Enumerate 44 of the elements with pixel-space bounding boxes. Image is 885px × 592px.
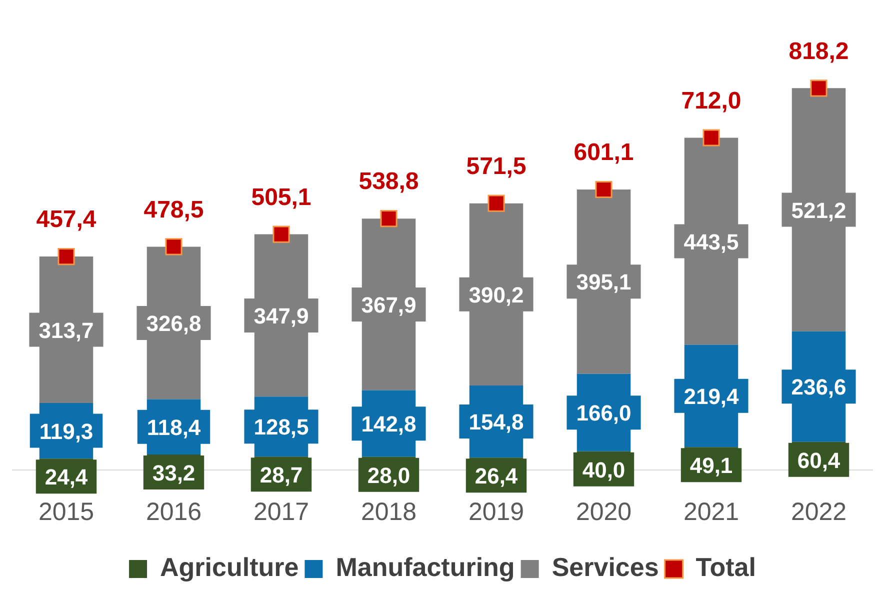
legend-label: Agriculture xyxy=(160,552,299,582)
data-label: 457,4 xyxy=(36,206,97,234)
x-tick-label: 2015 xyxy=(38,498,94,526)
data-label: 443,5 xyxy=(684,229,739,254)
x-tick-label: 2022 xyxy=(790,498,847,526)
data-label: 49,1 xyxy=(690,453,733,478)
data-label: 478,5 xyxy=(144,196,204,224)
legend-label: Manufacturing xyxy=(336,552,515,582)
data-label: 28,7 xyxy=(260,462,303,488)
data-label: 347,9 xyxy=(254,304,309,329)
data-label: 28,0 xyxy=(367,462,410,488)
data-label: 154,8 xyxy=(468,410,524,435)
x-tick-label: 2017 xyxy=(253,498,310,526)
x-tick-label: 2019 xyxy=(468,498,524,526)
data-label: 521,2 xyxy=(791,198,846,223)
data-label: 166,0 xyxy=(576,400,632,426)
x-tick-label: 2020 xyxy=(576,498,632,526)
data-label: 395,1 xyxy=(576,270,632,295)
data-label: 118,4 xyxy=(146,414,202,440)
data-label: 219,4 xyxy=(684,384,740,409)
data-label: 33,2 xyxy=(152,460,196,486)
data-label: 571,5 xyxy=(466,152,526,180)
data-label: 26,4 xyxy=(474,464,518,489)
data-label: 367,9 xyxy=(361,292,416,318)
data-label: 505,1 xyxy=(251,184,312,211)
data-label: 40,0 xyxy=(582,457,626,482)
data-label: 538,8 xyxy=(358,168,419,196)
legend-label: Services xyxy=(552,552,659,582)
x-tick-label: 2018 xyxy=(360,498,417,526)
data-label: 119,3 xyxy=(39,418,94,444)
data-label: 390,2 xyxy=(468,282,524,308)
x-tick-label: 2016 xyxy=(146,498,202,526)
data-label: 128,5 xyxy=(254,414,309,440)
data-label: 236,6 xyxy=(791,374,846,400)
data-label: 712,0 xyxy=(681,87,742,114)
legend-label: Total xyxy=(696,552,756,582)
data-label: 24,4 xyxy=(44,464,88,490)
x-tick-label: 2021 xyxy=(683,498,740,526)
data-label: 818,2 xyxy=(788,38,849,65)
data-label: 142,8 xyxy=(361,412,416,437)
data-label: 601,1 xyxy=(574,139,634,166)
data-label: 326,8 xyxy=(146,311,202,336)
data-label: 313,7 xyxy=(38,318,94,343)
data-label: 60,4 xyxy=(797,448,841,473)
